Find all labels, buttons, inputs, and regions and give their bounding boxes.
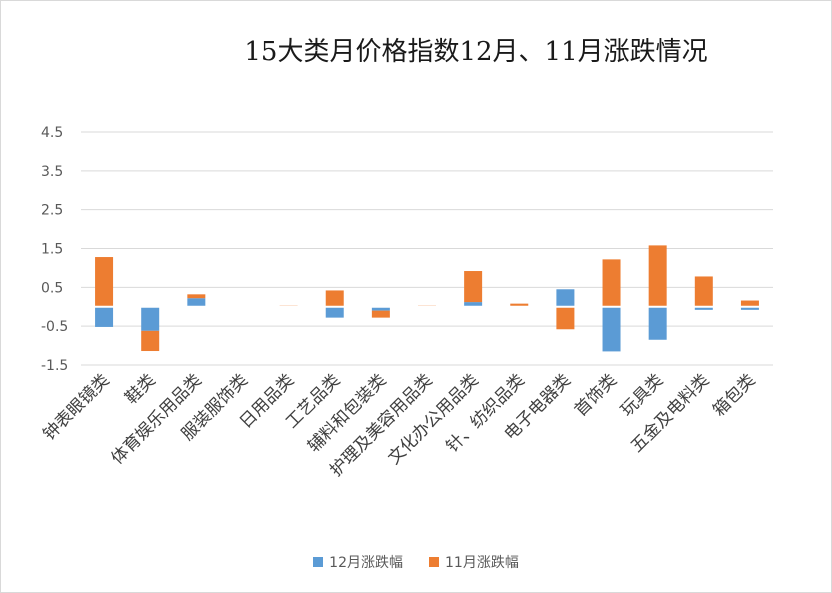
legend-label-nov: 11月涨跌幅 bbox=[445, 555, 519, 571]
bar-nov bbox=[648, 245, 667, 307]
bar-dec bbox=[464, 302, 483, 307]
bar-nov bbox=[464, 271, 483, 303]
y-tick-label: -0.5 bbox=[41, 319, 68, 335]
bar-dec bbox=[602, 306, 621, 352]
x-tick-label: 箱包类 bbox=[709, 370, 759, 420]
x-tick-label: 鞋类 bbox=[122, 370, 160, 408]
bar-nov bbox=[740, 300, 759, 307]
bar-nov bbox=[602, 259, 621, 307]
x-tick-label: 首饰类 bbox=[571, 370, 621, 420]
bar-dec bbox=[694, 306, 713, 310]
y-tick-label: 0.5 bbox=[41, 280, 63, 296]
legend-label-dec: 12月涨跌幅 bbox=[329, 555, 403, 571]
bar-nov bbox=[694, 276, 713, 307]
bar-dec bbox=[556, 289, 575, 307]
chart-title: 15大类月价格指数12月、11月涨跌情况 bbox=[244, 37, 708, 67]
x-tick-label: 钟表眼镜类 bbox=[39, 370, 113, 444]
bar-nov bbox=[141, 330, 160, 352]
bar-nov bbox=[187, 294, 206, 299]
bar-dec bbox=[648, 306, 667, 340]
bar-nov bbox=[95, 257, 114, 307]
y-tick-label: -1.5 bbox=[41, 358, 68, 374]
y-tick-label: 2.5 bbox=[41, 203, 63, 219]
legend-item-nov: 11月涨跌幅 bbox=[429, 552, 519, 572]
legend-swatch-dec bbox=[313, 557, 324, 567]
bar-dec bbox=[95, 306, 114, 327]
y-tick-label: 3.5 bbox=[41, 164, 63, 180]
bar-dec bbox=[325, 306, 344, 318]
legend: 12月涨跌幅 11月涨跌幅 bbox=[1, 552, 831, 572]
bar-dec bbox=[187, 298, 206, 307]
bar-dec bbox=[141, 306, 160, 331]
bar-nov bbox=[556, 306, 575, 330]
bar-nov bbox=[371, 310, 390, 318]
legend-item-dec: 12月涨跌幅 bbox=[313, 552, 403, 572]
y-tick-label: 4.5 bbox=[41, 125, 63, 141]
bar-dec bbox=[740, 306, 759, 310]
bar-dec bbox=[371, 306, 390, 311]
legend-swatch-nov bbox=[429, 557, 439, 567]
y-tick-label: 1.5 bbox=[41, 242, 63, 258]
bar-nov bbox=[325, 290, 344, 307]
bar-nov bbox=[510, 303, 529, 307]
